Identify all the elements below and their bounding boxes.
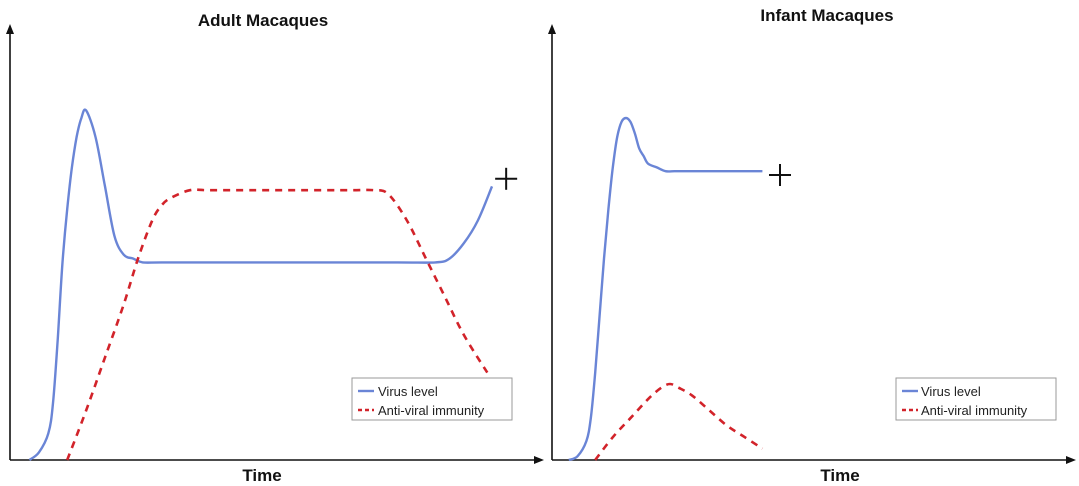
y-axis-arrow-infant: [548, 24, 556, 34]
legend-box-adult: [351, 377, 513, 421]
cross-mark-icon: [495, 167, 518, 190]
legend-immunity-label-adult: Anti-viral immunity: [378, 403, 485, 418]
x-axis-label-infant: Time: [820, 466, 859, 485]
series-line-anti-viral-immunity-infant: [594, 382, 764, 461]
legend-virus-label-infant: Virus level: [921, 384, 981, 399]
legend-adult: Virus level Anti-viral immunity: [351, 377, 513, 421]
legend-infant: Virus level Anti-viral immunity: [895, 377, 1057, 421]
legend-virus-label-adult: Virus level: [378, 384, 438, 399]
plot-area-adult: [28, 108, 518, 461]
y-axis-arrow-adult: [6, 24, 14, 34]
x-axis-arrow-adult: [534, 456, 544, 464]
cross-mark-icon: [769, 164, 791, 186]
chart-title-infant: Infant Macaques: [760, 6, 893, 25]
legend-immunity-label-infant: Anti-viral immunity: [921, 403, 1028, 418]
legend-box-infant: [895, 377, 1057, 421]
series-line-anti-viral-immunity-adult: [65, 188, 489, 461]
panel-infant: Infant Macaques Time Virus level Anti-vi…: [548, 6, 1076, 485]
x-axis-label-adult: Time: [242, 466, 281, 485]
series-line-virus-level-infant: [568, 116, 763, 462]
panel-adult: Adult Macaques Time Virus level Anti-vir…: [6, 11, 544, 485]
chart-title-adult: Adult Macaques: [198, 11, 328, 30]
series-line-virus-level-adult: [28, 108, 494, 461]
plot-area-infant: [568, 116, 791, 462]
x-axis-arrow-infant: [1066, 456, 1076, 464]
